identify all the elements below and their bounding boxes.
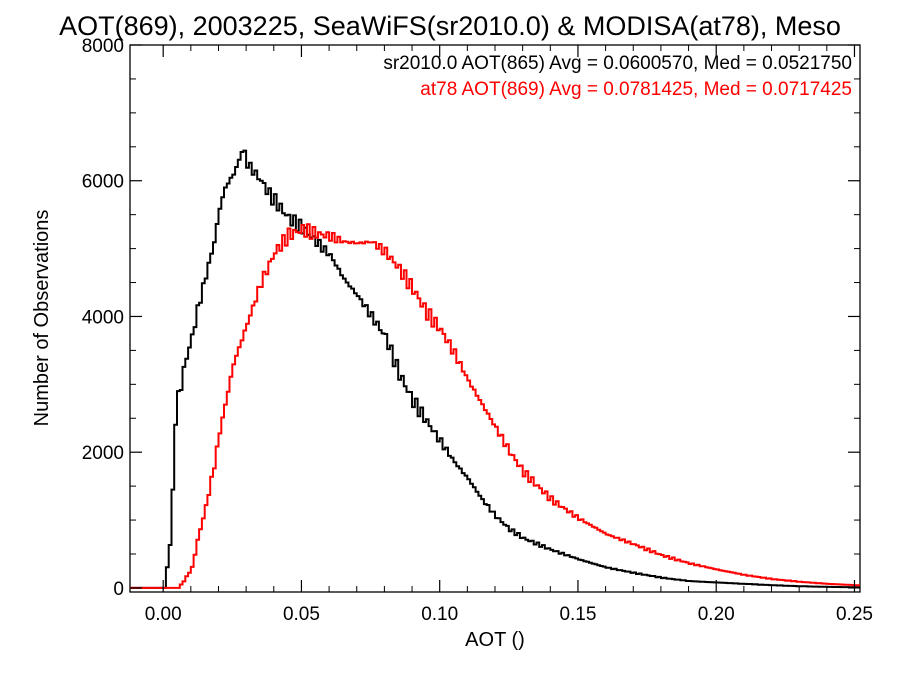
ticks-group <box>130 44 860 592</box>
y-tick-label: 2000 <box>82 443 124 464</box>
legend-entry-red: at78 AOT(869) Avg = 0.0781425, Med = 0.0… <box>420 79 852 100</box>
x-tick-label: 0.05 <box>283 604 320 625</box>
plot-area <box>129 44 861 593</box>
x-tick-label: 0.20 <box>698 604 735 625</box>
y-tick-label: 6000 <box>82 172 124 193</box>
x-tick-label: 0.25 <box>836 604 873 625</box>
y-axis-label: Number of Observations <box>31 210 53 427</box>
plot-frame <box>129 44 861 593</box>
x-axis-label: AOT () <box>465 629 525 651</box>
legend-entry-black: sr2010.0 AOT(865) Avg = 0.0600570, Med =… <box>383 53 852 74</box>
series-line-sr2010 <box>130 149 860 589</box>
y-tick-label: 4000 <box>82 307 124 328</box>
series-line-at78 <box>130 223 860 589</box>
tick-labels: 0.00 0.05 0.10 0.15 0.20 0.25 0 2000 4000 6000 800… <box>82 36 873 625</box>
x-tick-label: 0.00 <box>145 604 182 625</box>
x-tick-label: 0.10 <box>421 604 458 625</box>
x-tick-label: 0.15 <box>559 604 596 625</box>
chart-title: AOT(869), 2003225, SeaWiFS(sr2010.0) & M… <box>59 11 841 41</box>
y-tick-label: 0 <box>113 579 124 600</box>
series-group <box>130 149 860 589</box>
legend: sr2010.0 AOT(865) Avg = 0.0600570, Med =… <box>383 53 852 100</box>
y-tick-label: 8000 <box>82 36 124 57</box>
